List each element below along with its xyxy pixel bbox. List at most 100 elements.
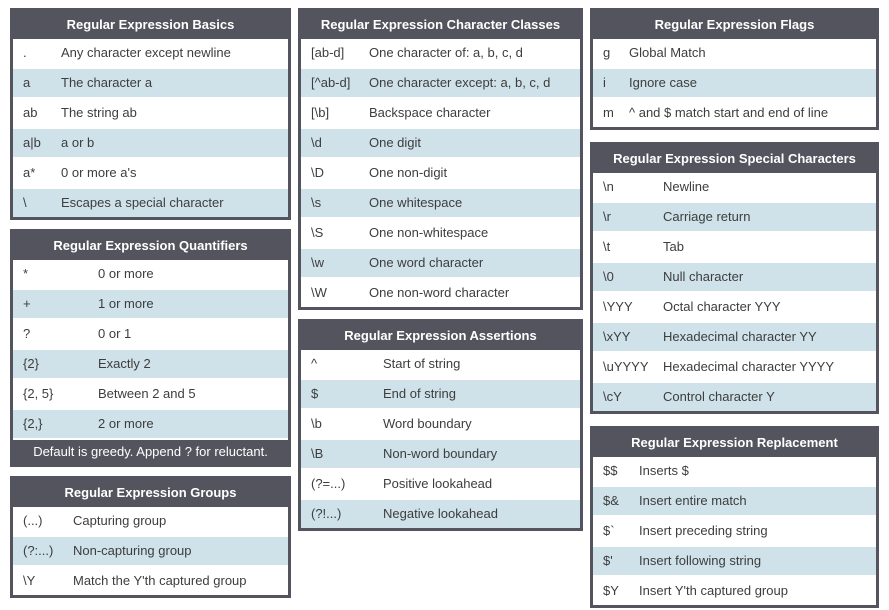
table-row: g Global Match [593, 39, 876, 67]
pattern-cell: m [603, 105, 614, 120]
pattern-cell: * [23, 266, 29, 281]
description-cell: Hexadecimal character YYYY [663, 359, 835, 374]
table-row: \d One digit [301, 127, 580, 157]
table-title: Regular Expression Assertions [301, 322, 580, 350]
pattern-cell: ? [23, 326, 31, 341]
pattern-cell: ab [23, 105, 38, 120]
pattern-cell: $` [603, 523, 615, 538]
table-title: Regular Expression Groups [13, 479, 288, 507]
table-row: \D One non-digit [301, 157, 580, 187]
table-footer-note: Default is greedy. Append ? for reluctan… [13, 438, 288, 464]
column-2: Regular Expression Character Classes [ab-… [298, 8, 583, 531]
table-row: [\b] Backspace character [301, 97, 580, 127]
table-row: $Y Insert Y'th captured group [593, 575, 876, 605]
table-row: \b Word boundary [301, 408, 580, 438]
pattern-cell: a|b [23, 135, 41, 150]
description-cell: One non-digit [369, 165, 448, 180]
description-cell: The string ab [61, 105, 137, 120]
pattern-cell: {2} [23, 356, 39, 371]
pattern-cell: \0 [603, 269, 614, 284]
table-row: \r Carriage return [593, 201, 876, 231]
table-row: {2,} 2 or more [13, 408, 288, 438]
table-title: Regular Expression Flags [593, 11, 876, 39]
table-row: ? 0 or 1 [13, 318, 288, 348]
description-cell: Carriage return [663, 209, 751, 224]
table-regular-expression-quantifiers: Regular Expression Quantifiers * 0 or more… [10, 229, 291, 467]
table-row: \W One non-word character [301, 277, 580, 307]
description-cell: Newline [663, 179, 710, 194]
pattern-cell: \n [603, 179, 614, 194]
description-cell: Insert preceding string [639, 523, 768, 538]
table-row: $& Insert entire match [593, 485, 876, 515]
table-row: \S One non-whitespace [301, 217, 580, 247]
description-cell: 1 or more [98, 296, 154, 311]
description-cell: Non-capturing group [73, 543, 192, 558]
description-cell: End of string [383, 386, 456, 401]
table-regular-expression-flags: Regular Expression Flags g Global Match i Ig… [590, 8, 879, 130]
pattern-cell: \uYYYY [603, 359, 649, 374]
column-3: Regular Expression Flags g Global Match i Ig… [590, 8, 879, 608]
description-cell: Capturing group [73, 513, 167, 528]
pattern-cell: (?!...) [311, 506, 342, 521]
pattern-cell: $& [603, 493, 619, 508]
description-cell: Positive lookahead [383, 476, 493, 491]
table-regular-expression-special-characters: Regular Expression Special Characters \n N… [590, 142, 879, 414]
table-row: (?=...) Positive lookahead [301, 468, 580, 498]
table-row: $' Insert following string [593, 545, 876, 575]
description-cell: Global Match [629, 45, 706, 60]
description-cell: One character of: a, b, c, d [369, 45, 523, 60]
pattern-cell: a [23, 75, 31, 90]
description-cell: Octal character YYY [663, 299, 781, 314]
pattern-cell: $ [311, 386, 319, 401]
table-title: Regular Expression Basics [13, 11, 288, 39]
pattern-cell: \ [23, 195, 27, 210]
table-row: +1 or more [13, 288, 288, 318]
pattern-cell: $Y [603, 583, 619, 598]
table-row: \t Tab [593, 231, 876, 261]
description-cell: One non-whitespace [369, 225, 489, 240]
pattern-cell: \xYY [603, 329, 631, 344]
table-title: Regular Expression Replacement [593, 429, 876, 457]
pattern-cell: \s [311, 195, 322, 210]
table-row: m ^ and $ match start and end of line [593, 97, 876, 127]
table-row: $ End of string [301, 378, 580, 408]
table-regular-expression-assertions: Regular Expression Assertions ^ Start of s… [298, 319, 583, 531]
table-row: [^ab-d] One character except: a, b, c, d [301, 67, 580, 97]
table-row: \uYYYY Hexadecimal character YYYY [593, 351, 876, 381]
description-cell: 0 or more [98, 266, 154, 281]
table-row: \xYY Hexadecimal character YY [593, 321, 876, 351]
pattern-cell: i [603, 75, 606, 90]
pattern-cell: \YYY [603, 299, 633, 314]
pattern-cell: \b [311, 416, 322, 431]
pattern-cell: (?=...) [311, 476, 346, 491]
table-row: \w One word character [301, 247, 580, 277]
description-cell: 0 or more a's [61, 165, 137, 180]
pattern-cell: (...) [23, 513, 43, 528]
table-row: \YYY Octal character YYY [593, 291, 876, 321]
pattern-cell: (?:...) [23, 543, 54, 558]
description-cell: Backspace character [369, 105, 491, 120]
pattern-cell: \d [311, 135, 322, 150]
table-row: a|b a or b [13, 127, 288, 157]
table-row: a* 0 or more a's [13, 157, 288, 187]
pattern-cell: g [603, 45, 611, 60]
table-row: a The character a [13, 67, 288, 97]
description-cell: Insert entire match [639, 493, 747, 508]
pattern-cell: $' [603, 553, 613, 568]
description-cell: The character a [61, 75, 153, 90]
table-row: . Any character except newline [13, 39, 288, 67]
pattern-cell: . [23, 45, 27, 60]
table-row: \cY Control character Y [593, 381, 876, 411]
table-row: ^ Start of string [301, 350, 580, 378]
pattern-cell: \w [311, 255, 324, 270]
pattern-cell: {2,} [23, 416, 43, 431]
description-cell: Insert Y'th captured group [639, 583, 788, 598]
table-row: i Ignore case [593, 67, 876, 97]
description-cell: Any character except newline [61, 45, 231, 60]
pattern-cell: $$ [603, 463, 618, 478]
pattern-cell: a* [23, 165, 36, 180]
table-row: \Y Match the Y'th captured group [13, 565, 288, 595]
pattern-cell: ^ [311, 356, 318, 371]
description-cell: One character except: a, b, c, d [369, 75, 551, 90]
